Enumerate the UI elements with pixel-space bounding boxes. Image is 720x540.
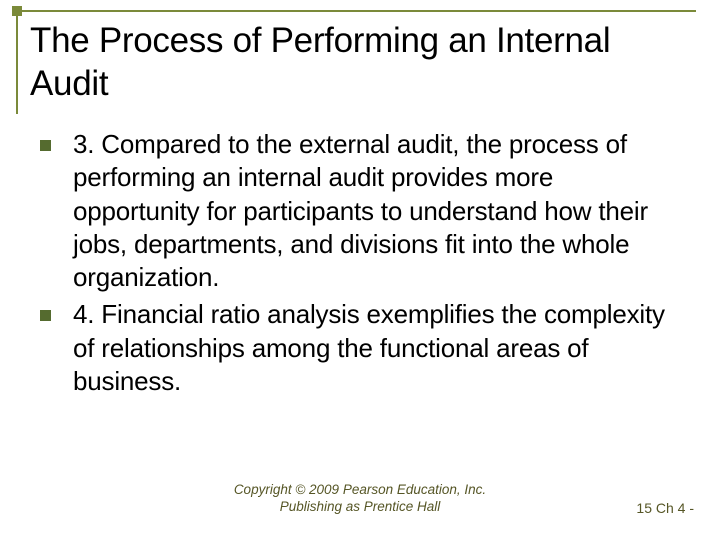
top-rule [16, 10, 696, 12]
square-bullet-icon [40, 140, 51, 151]
bullet-text: 3. Compared to the external audit, the p… [73, 128, 680, 294]
page-number: 15 Ch 4 - [636, 500, 694, 516]
square-bullet-icon [40, 310, 51, 321]
list-item: 4. Financial ratio analysis exemplifies … [40, 298, 680, 398]
copyright-line-1: Copyright © 2009 Pearson Education, Inc. [0, 481, 720, 499]
slide-title: The Process of Performing an Internal Au… [30, 20, 690, 105]
list-item: 3. Compared to the external audit, the p… [40, 128, 680, 294]
bullet-list: 3. Compared to the external audit, the p… [40, 128, 680, 402]
bullet-text: 4. Financial ratio analysis exemplifies … [73, 298, 680, 398]
copyright-line-2: Publishing as Prentice Hall [0, 498, 720, 516]
left-rule [16, 10, 18, 114]
copyright-footer: Copyright © 2009 Pearson Education, Inc.… [0, 481, 720, 516]
